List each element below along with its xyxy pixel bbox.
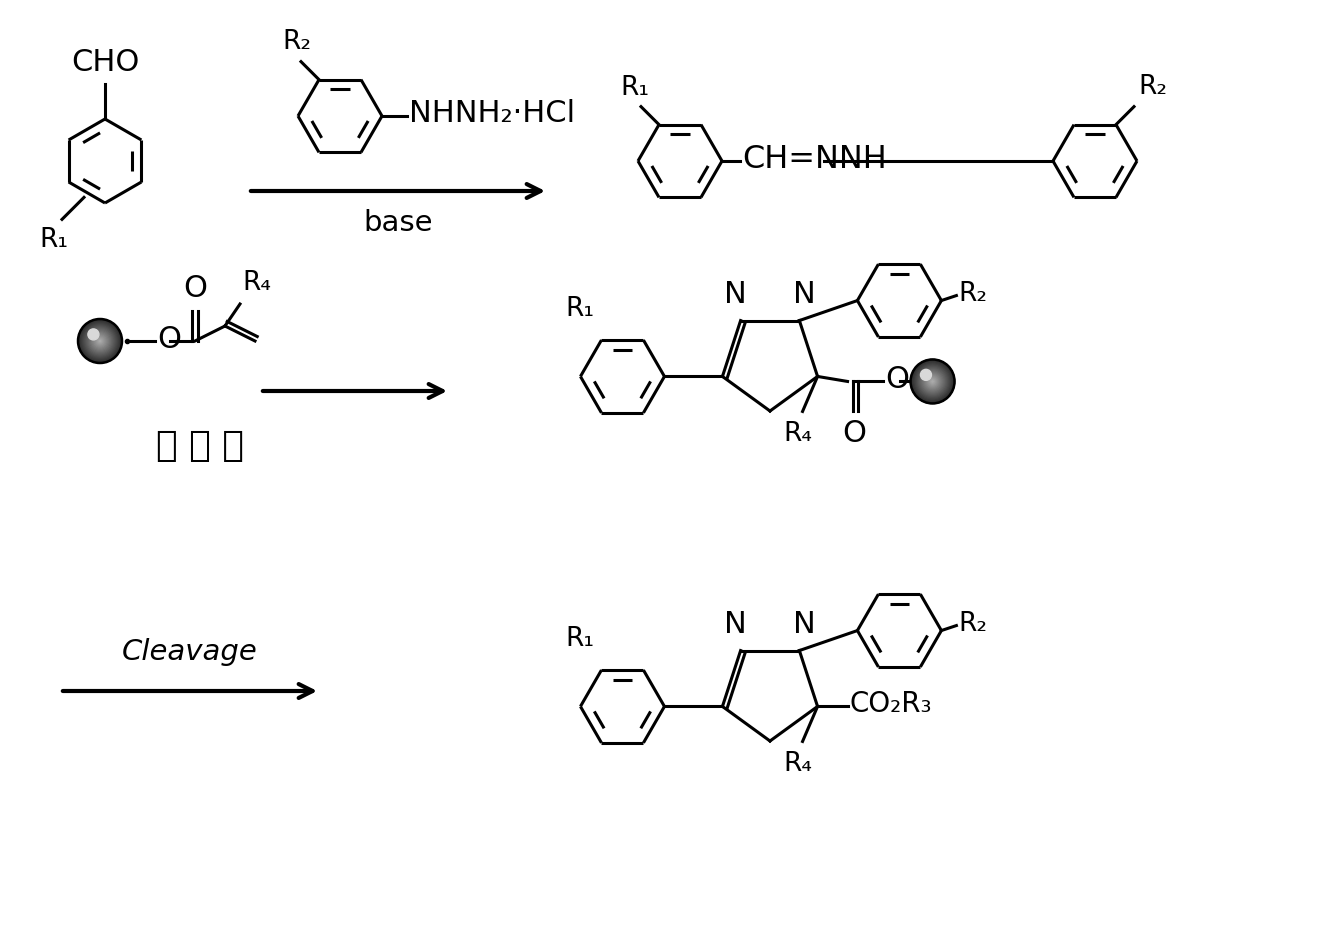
Circle shape <box>96 337 104 344</box>
Text: 氧 化 剂: 氧 化 剂 <box>157 429 244 463</box>
Text: O: O <box>842 420 866 449</box>
Text: O: O <box>157 325 181 354</box>
Circle shape <box>913 362 952 401</box>
Text: Cleavage: Cleavage <box>122 638 258 666</box>
Circle shape <box>917 366 948 397</box>
Circle shape <box>919 368 947 396</box>
Text: R₁: R₁ <box>565 626 595 652</box>
Circle shape <box>82 322 119 359</box>
Circle shape <box>915 364 951 398</box>
Text: R₁: R₁ <box>565 296 595 322</box>
Text: N: N <box>793 610 815 639</box>
Circle shape <box>916 365 949 398</box>
Circle shape <box>91 332 108 349</box>
Circle shape <box>921 371 943 392</box>
Circle shape <box>91 331 110 351</box>
Text: R₄: R₄ <box>242 270 270 296</box>
Circle shape <box>98 338 103 344</box>
Text: NHNH₂·HCl: NHNH₂·HCl <box>408 100 576 128</box>
Circle shape <box>84 326 115 357</box>
Text: R₄: R₄ <box>783 422 811 448</box>
Circle shape <box>80 321 119 360</box>
Circle shape <box>915 363 951 400</box>
Text: R₁: R₁ <box>39 227 68 253</box>
Text: N: N <box>724 610 747 639</box>
Circle shape <box>921 370 944 393</box>
Circle shape <box>920 369 945 395</box>
Circle shape <box>925 374 940 389</box>
Circle shape <box>920 370 932 381</box>
Circle shape <box>88 330 112 353</box>
Circle shape <box>928 376 937 386</box>
Circle shape <box>86 327 114 355</box>
Circle shape <box>924 373 941 390</box>
Text: R₂: R₂ <box>283 29 312 55</box>
Circle shape <box>929 379 936 385</box>
Circle shape <box>929 378 936 385</box>
Circle shape <box>911 359 955 403</box>
Circle shape <box>94 335 106 347</box>
Text: R₂: R₂ <box>959 611 987 637</box>
Text: base: base <box>363 209 432 237</box>
Circle shape <box>79 320 121 362</box>
Circle shape <box>88 329 99 340</box>
Circle shape <box>78 319 122 363</box>
Text: CH=NNH: CH=NNH <box>742 143 886 174</box>
Text: R₂: R₂ <box>959 280 987 306</box>
Circle shape <box>83 325 116 358</box>
Text: N: N <box>793 279 815 308</box>
Circle shape <box>912 360 953 402</box>
Circle shape <box>95 336 104 346</box>
Text: O: O <box>885 365 909 394</box>
Circle shape <box>83 324 118 358</box>
Circle shape <box>87 328 112 354</box>
Text: R₁: R₁ <box>620 74 649 101</box>
Circle shape <box>92 333 107 348</box>
Circle shape <box>931 380 935 383</box>
Text: CO₂R₃: CO₂R₃ <box>849 691 932 719</box>
Text: R₄: R₄ <box>783 751 811 777</box>
Text: CHO: CHO <box>71 48 139 77</box>
Circle shape <box>923 371 943 391</box>
Text: R₂: R₂ <box>1138 74 1168 100</box>
Circle shape <box>90 331 111 352</box>
Circle shape <box>98 340 102 343</box>
Circle shape <box>927 375 939 387</box>
Text: O: O <box>183 274 208 303</box>
Text: N: N <box>724 279 747 308</box>
